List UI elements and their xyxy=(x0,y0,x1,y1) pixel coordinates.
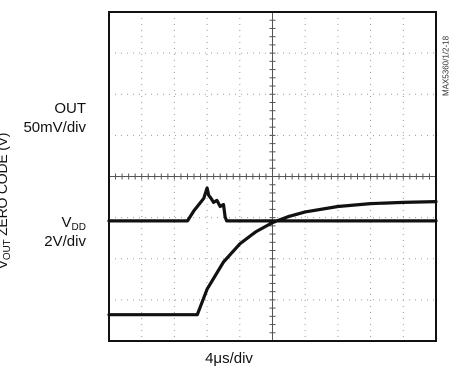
scope-frame xyxy=(108,11,437,342)
y-label-main: V xyxy=(0,260,10,269)
vdd-trace-label: VDD xyxy=(62,214,86,236)
vdd-scale-label: 2V/div xyxy=(44,233,86,250)
figure-code-wrap: MAX5360/1/2-18 xyxy=(438,6,454,126)
trace-vdd xyxy=(107,200,438,317)
vdd-label-main: V xyxy=(61,214,72,231)
y-label-sub: OUT xyxy=(2,239,13,261)
vdd-label-sub: DD xyxy=(71,222,86,233)
y-axis-label: VOUT ZERO CODE (V) xyxy=(0,133,16,270)
scope-traces xyxy=(107,186,438,317)
scope-grid xyxy=(109,12,436,341)
out-trace-label: OUT xyxy=(54,100,86,117)
trace-out xyxy=(107,186,438,223)
x-axis-scale-label: 4μs/div xyxy=(205,350,253,367)
y-label-rest: ZERO CODE (V) xyxy=(0,132,10,236)
out-scale-label: 50mV/div xyxy=(23,119,86,136)
figure-code: MAX5360/1/2-18 xyxy=(441,35,451,97)
